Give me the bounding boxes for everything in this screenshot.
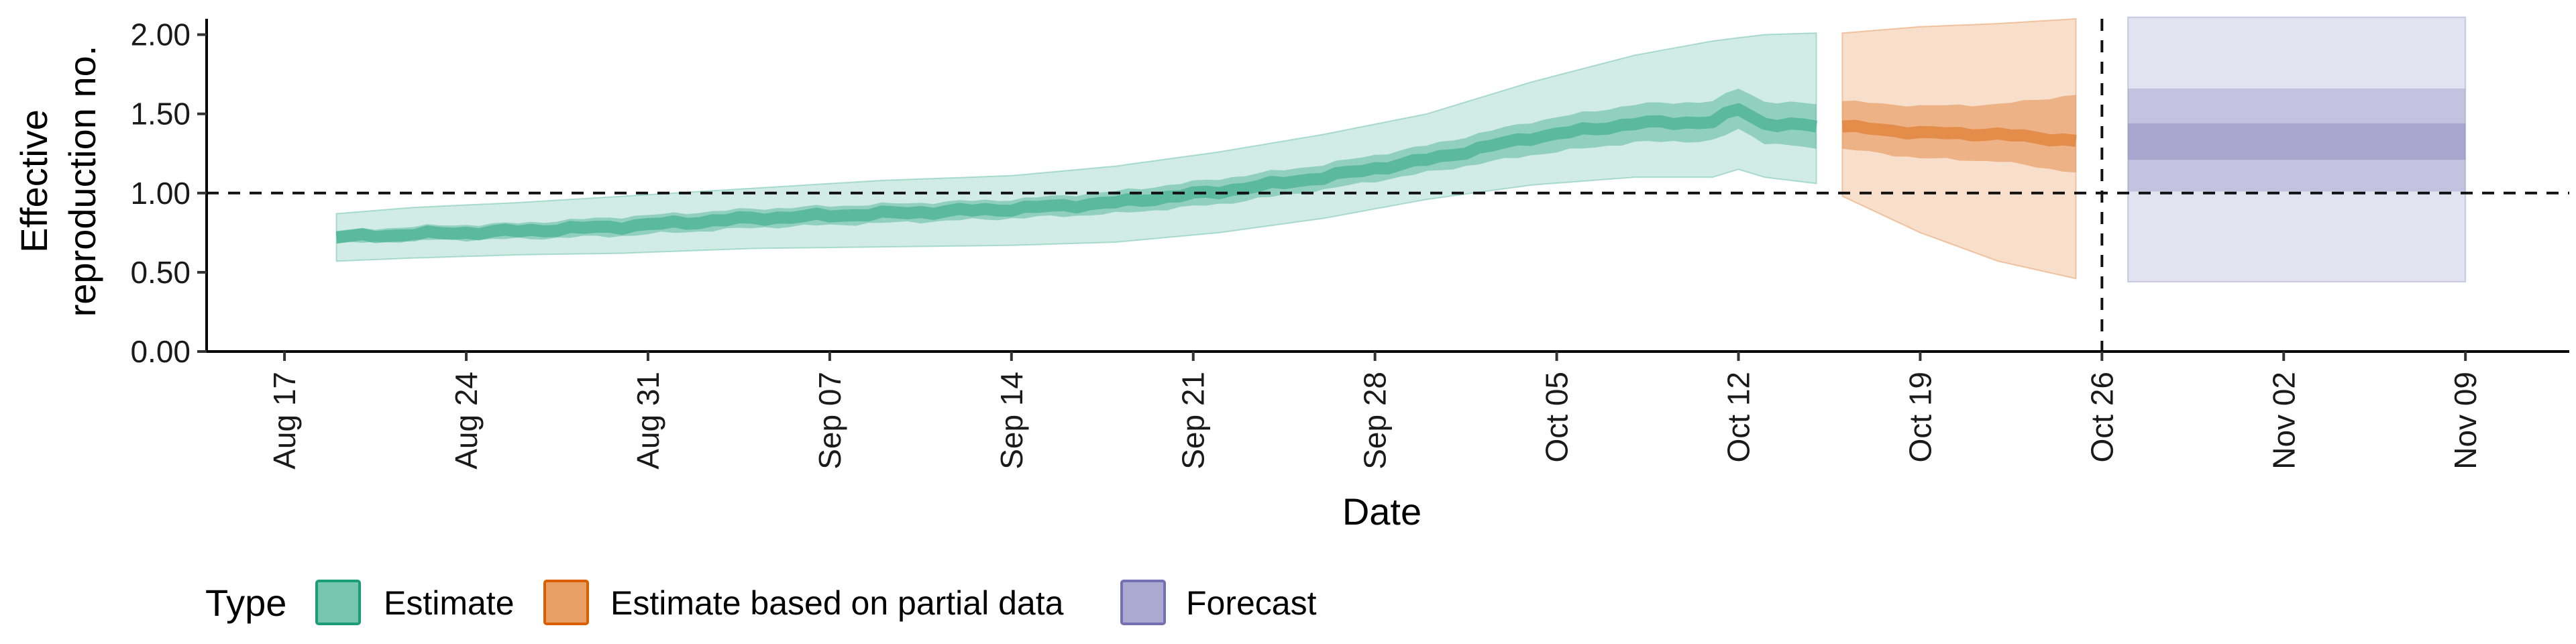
x-tick-label: Sep 07 <box>812 372 847 470</box>
legend-label-estimate: Estimate <box>384 584 515 622</box>
y-axis-title-line-2: reproduction no. <box>61 46 103 317</box>
x-tick-label: Aug 17 <box>267 372 302 470</box>
legend-entry-partial: Estimate based on partial data <box>543 580 1064 625</box>
legend-key-estimate <box>315 580 361 625</box>
x-tick-label: Sep 28 <box>1358 372 1393 470</box>
axes: 0.00 0.50 1.00 1.50 2.00 Aug 17 Aug 24 Aug 31 Se… <box>130 17 2569 470</box>
x-tick-label: Nov 09 <box>2448 372 2483 470</box>
y-tick-label: 2.00 <box>130 17 191 52</box>
x-tick-label: Aug 24 <box>449 372 484 470</box>
y-tick-label: 0.50 <box>130 255 191 290</box>
x-tick-label: Sep 21 <box>1176 372 1211 470</box>
x-tick-label: Oct 05 <box>1540 372 1574 463</box>
x-tick-label: Aug 31 <box>631 372 665 470</box>
legend-key-partial-data <box>543 580 589 625</box>
y-axis-title-line-1: Effective <box>13 109 55 253</box>
x-tick-label: Oct 19 <box>1902 372 1937 463</box>
x-tick-label: Sep 14 <box>994 372 1029 470</box>
y-tick-label: 1.00 <box>130 176 191 211</box>
median-line-estimate <box>335 103 1818 244</box>
band-50-estimate <box>336 89 1817 244</box>
y-tick-label: 0.00 <box>130 334 191 369</box>
legend-label-forecast: Forecast <box>1186 584 1317 622</box>
plot-area <box>207 16 2569 352</box>
median-line-partial-data <box>1841 119 2077 147</box>
legend-key-forecast <box>1120 580 1166 625</box>
band-90-partial-data <box>1841 17 2077 280</box>
x-tick-label: Nov 02 <box>2266 372 2301 470</box>
x-tick-label: Oct 12 <box>1721 372 1756 463</box>
legend-entry-forecast: Forecast <box>1120 580 1317 625</box>
band-20-forecast <box>2128 123 2466 160</box>
legend-title: Type <box>205 582 286 624</box>
legend-entry-estimate: Estimate <box>315 580 515 625</box>
x-axis-title: Date <box>1342 490 1421 533</box>
legend-label-partial-data: Estimate based on partial data <box>610 584 1064 622</box>
band-50-forecast <box>2128 88 2466 192</box>
x-tick-label: Oct 26 <box>2084 372 2119 463</box>
y-tick-label: 1.50 <box>130 97 191 131</box>
band-90-estimate <box>335 32 1817 262</box>
band-50-partial-data <box>1842 95 2076 173</box>
legend: Type Estimate Estimate based on partial … <box>205 580 1317 625</box>
